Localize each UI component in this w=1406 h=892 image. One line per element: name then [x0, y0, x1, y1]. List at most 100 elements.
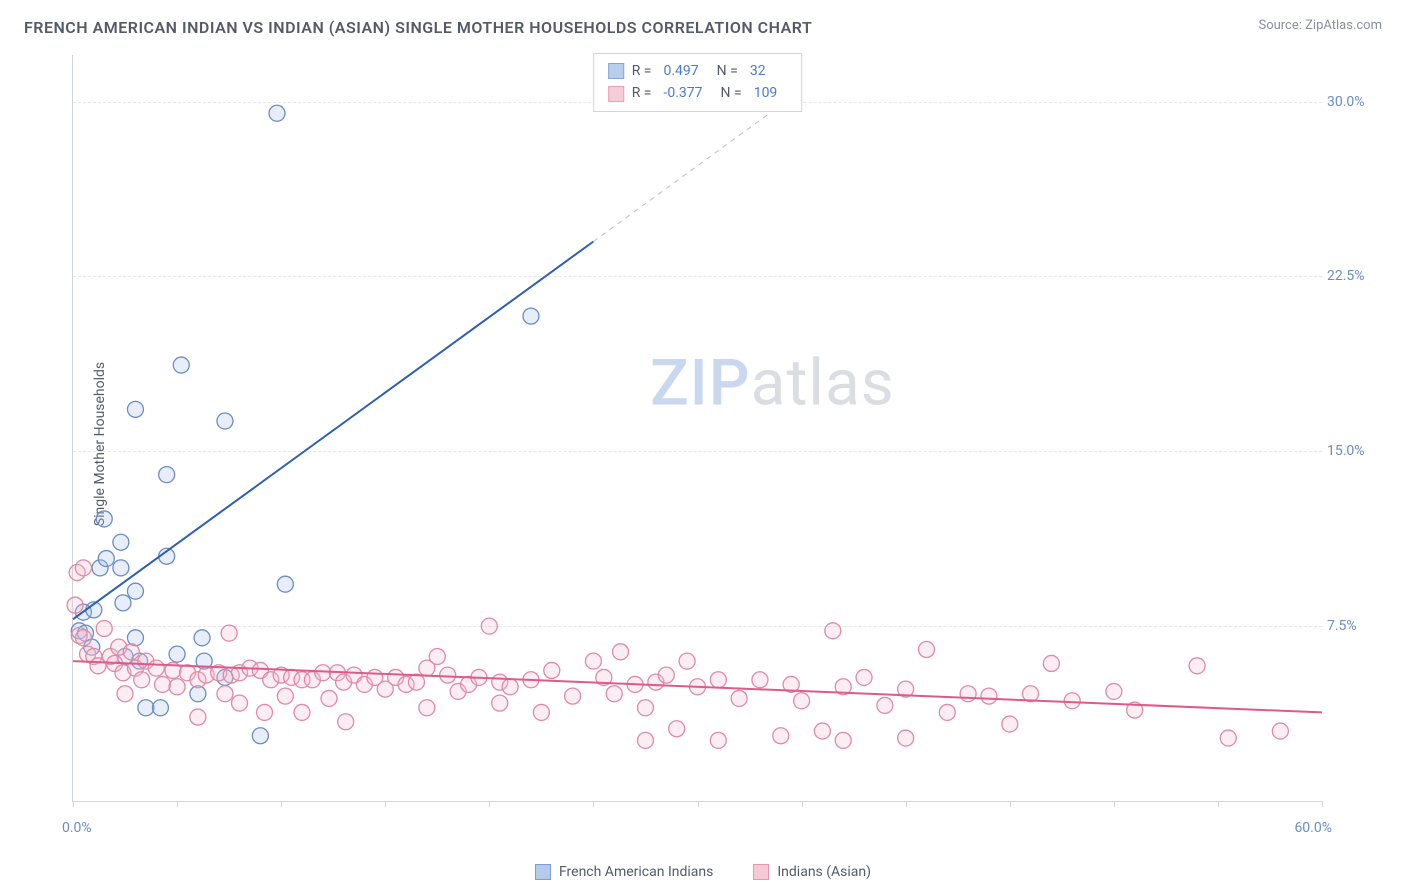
scatter-point-ia: [981, 688, 997, 704]
plot-area: ZIPatlas R = 0.497 N = 32 R = -0.377 N =…: [72, 55, 1322, 802]
scatter-point-ia: [257, 704, 273, 720]
scatter-point-fai: [127, 583, 143, 599]
scatter-point-ia: [637, 732, 653, 748]
scatter-svg: [73, 55, 1322, 801]
scatter-point-ia: [419, 700, 435, 716]
scatter-point-ia: [169, 679, 185, 695]
scatter-point-ia: [533, 704, 549, 720]
scatter-point-fai: [113, 534, 129, 550]
scatter-point-ia: [221, 625, 237, 641]
scatter-point-ia: [232, 695, 248, 711]
x-tick-mark: [1114, 801, 1115, 807]
scatter-point-ia: [408, 674, 424, 690]
scatter-point-ia: [321, 690, 337, 706]
scatter-point-fai: [217, 413, 233, 429]
x-tick-mark: [593, 801, 594, 807]
legend-n-label: N =: [721, 82, 742, 104]
scatter-point-fai: [269, 105, 285, 121]
scatter-point-ia: [565, 688, 581, 704]
scatter-point-ia: [939, 704, 955, 720]
scatter-point-ia: [1043, 655, 1059, 671]
scatter-point-fai: [152, 700, 168, 716]
x-tick-mark: [385, 801, 386, 807]
legend-r-label: R =: [632, 82, 652, 104]
scatter-point-ia: [752, 672, 768, 688]
scatter-point-ia: [773, 728, 789, 744]
scatter-point-ia: [502, 679, 518, 695]
scatter-point-fai: [98, 551, 114, 567]
scatter-point-ia: [429, 648, 445, 664]
legend-row: R = -0.377 N = 109: [608, 82, 788, 104]
scatter-point-ia: [440, 667, 456, 683]
regression-line-ia: [73, 661, 1322, 712]
series-legend-item: French American Indians: [535, 864, 713, 880]
scatter-point-fai: [277, 576, 293, 592]
scatter-point-ia: [217, 686, 233, 702]
scatter-point-ia: [856, 669, 872, 685]
scatter-point-ia: [679, 653, 695, 669]
y-tick-label: 7.5%: [1327, 618, 1377, 634]
scatter-point-ia: [710, 732, 726, 748]
scatter-point-ia: [315, 665, 331, 681]
legend-row: R = 0.497 N = 32: [608, 60, 788, 82]
chart-container: Single Mother Households ZIPatlas R = 0.…: [24, 55, 1382, 832]
series-label: Indians (Asian): [777, 864, 871, 880]
chart-title: FRENCH AMERICAN INDIAN VS INDIAN (ASIAN)…: [24, 18, 812, 37]
scatter-point-fai: [96, 511, 112, 527]
x-tick-mark: [1010, 801, 1011, 807]
scatter-point-ia: [731, 690, 747, 706]
scatter-point-fai: [113, 560, 129, 576]
scatter-point-ia: [338, 714, 354, 730]
scatter-point-fai: [252, 728, 268, 744]
scatter-point-fai: [194, 630, 210, 646]
scatter-point-fai: [159, 467, 175, 483]
scatter-point-fai: [173, 357, 189, 373]
scatter-point-ia: [877, 697, 893, 713]
scatter-point-ia: [1189, 658, 1205, 674]
x-tick-mark: [177, 801, 178, 807]
scatter-point-ia: [75, 560, 91, 576]
scatter-point-ia: [134, 672, 150, 688]
scatter-point-ia: [669, 721, 685, 737]
legend-r-value: -0.377: [663, 82, 702, 104]
scatter-point-ia: [898, 730, 914, 746]
legend-r-label: R =: [632, 60, 652, 82]
scatter-point-ia: [481, 618, 497, 634]
scatter-point-ia: [96, 620, 112, 636]
scatter-point-ia: [67, 597, 83, 613]
scatter-point-ia: [710, 672, 726, 688]
scatter-point-ia: [637, 700, 653, 716]
legend-r-value: 0.497: [663, 60, 698, 82]
x-tick-mark: [281, 801, 282, 807]
scatter-point-ia: [123, 644, 139, 660]
legend-n-value: 32: [750, 60, 766, 82]
series-legend-item: Indians (Asian): [753, 864, 871, 880]
scatter-point-ia: [117, 686, 133, 702]
scatter-point-ia: [1220, 730, 1236, 746]
scatter-point-ia: [148, 660, 164, 676]
scatter-point-ia: [1064, 693, 1080, 709]
scatter-point-ia: [918, 641, 934, 657]
scatter-point-fai: [523, 308, 539, 324]
legend-swatch: [608, 86, 624, 102]
scatter-point-ia: [658, 667, 674, 683]
source-attribution: Source: ZipAtlas.com: [1258, 18, 1382, 33]
legend-swatch: [753, 864, 769, 880]
series-label: French American Indians: [559, 864, 713, 880]
scatter-point-fai: [138, 700, 154, 716]
scatter-point-ia: [814, 723, 830, 739]
legend-n-value: 109: [754, 82, 778, 104]
x-tick-mark: [802, 801, 803, 807]
x-tick-mark: [73, 801, 74, 807]
regression-line-fai: [73, 242, 593, 620]
y-tick-label: 15.0%: [1327, 443, 1377, 459]
scatter-point-ia: [612, 644, 628, 660]
scatter-point-ia: [960, 686, 976, 702]
scatter-point-ia: [544, 662, 560, 678]
correlation-legend: R = 0.497 N = 32 R = -0.377 N = 109: [593, 53, 803, 112]
y-tick-label: 30.0%: [1327, 94, 1377, 110]
scatter-point-fai: [169, 646, 185, 662]
x-tick-mark: [489, 801, 490, 807]
series-legend: French American Indians Indians (Asian): [0, 864, 1406, 880]
scatter-point-ia: [492, 695, 508, 711]
